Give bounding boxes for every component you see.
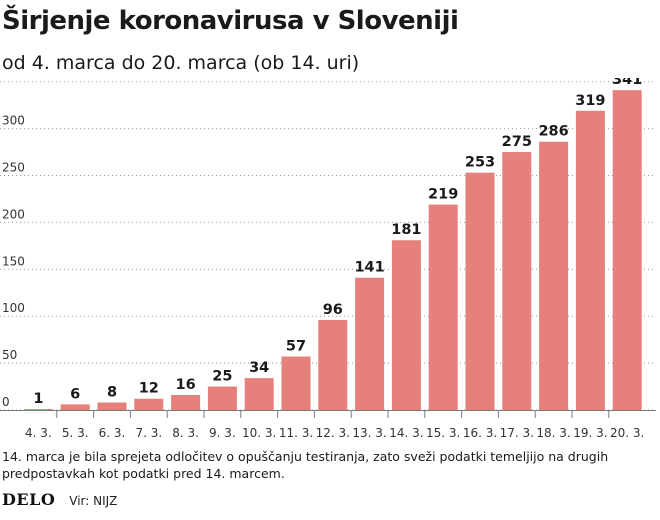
data-label: 25 <box>212 369 232 385</box>
bar <box>23 409 53 410</box>
x-tick-label: 13. 3. <box>352 426 386 440</box>
x-tick-label: 5. 3. <box>62 426 89 440</box>
chart-subtitle: od 4. marca do 20. marca (ob 14. uri) <box>2 52 360 74</box>
x-tick-label: 11. 3. <box>279 426 313 440</box>
x-tick-label: 10. 3. <box>242 426 276 440</box>
bar <box>171 394 201 410</box>
data-label: 57 <box>286 339 306 355</box>
bar <box>391 240 421 410</box>
bar <box>428 204 458 410</box>
y-tick-label: 0 <box>2 395 10 409</box>
bar <box>134 398 164 410</box>
y-tick-label: 200 <box>2 207 25 221</box>
x-tick-label: 9. 3. <box>209 426 236 440</box>
y-tick-label: 100 <box>2 301 25 315</box>
y-tick-label: 250 <box>2 161 25 175</box>
footnote: 14. marca je bila sprejeta odločitev o o… <box>2 449 609 481</box>
bar <box>465 172 495 410</box>
data-label: 219 <box>428 187 458 203</box>
chart-title: Širjenje koronavirusa v Sloveniji <box>2 6 459 36</box>
data-label: 6 <box>70 386 80 402</box>
bar <box>575 110 605 410</box>
bar <box>539 141 569 410</box>
x-tick-label: 18. 3. <box>536 426 570 440</box>
x-tick-label: 14. 3. <box>389 426 423 440</box>
x-tick-label: 19. 3. <box>573 426 607 440</box>
footer: DELO Vir: NIJZ <box>2 490 117 509</box>
data-label: 141 <box>354 260 384 276</box>
data-label: 34 <box>249 360 269 376</box>
x-tick-label: 17. 3. <box>500 426 534 440</box>
data-label: 96 <box>323 302 343 318</box>
data-label: 275 <box>502 134 532 150</box>
delo-logo: DELO <box>2 490 56 509</box>
bar <box>612 90 642 410</box>
x-tick-label: 16. 3. <box>463 426 497 440</box>
x-tick-label: 20. 3. <box>610 426 644 440</box>
y-tick-label: 300 <box>2 114 25 128</box>
source-credit: Vir: NIJZ <box>69 494 118 508</box>
bar <box>355 277 385 410</box>
bar <box>207 386 237 410</box>
data-label: 181 <box>391 222 421 238</box>
x-tick-label: 4. 3. <box>25 426 52 440</box>
data-label: 12 <box>139 381 159 397</box>
bar <box>244 378 274 410</box>
x-tick-label: 12. 3. <box>316 426 350 440</box>
data-label: 319 <box>575 93 605 109</box>
data-label: 8 <box>107 384 117 400</box>
x-tick-label: 8. 3. <box>172 426 199 440</box>
bar <box>318 319 348 410</box>
x-tick-label: 7. 3. <box>135 426 162 440</box>
bar <box>60 404 90 410</box>
y-tick-label: 50 <box>2 348 17 362</box>
data-label: 286 <box>538 124 568 140</box>
data-label: 1 <box>33 391 43 407</box>
bar <box>97 402 127 410</box>
y-tick-label: 150 <box>2 254 25 268</box>
bar <box>502 152 532 411</box>
data-label: 341 <box>612 78 642 88</box>
x-tick-label: 6. 3. <box>99 426 126 440</box>
data-label: 16 <box>176 377 196 393</box>
bar <box>281 356 311 410</box>
data-label: 253 <box>465 155 495 171</box>
x-tick-label: 15. 3. <box>426 426 460 440</box>
